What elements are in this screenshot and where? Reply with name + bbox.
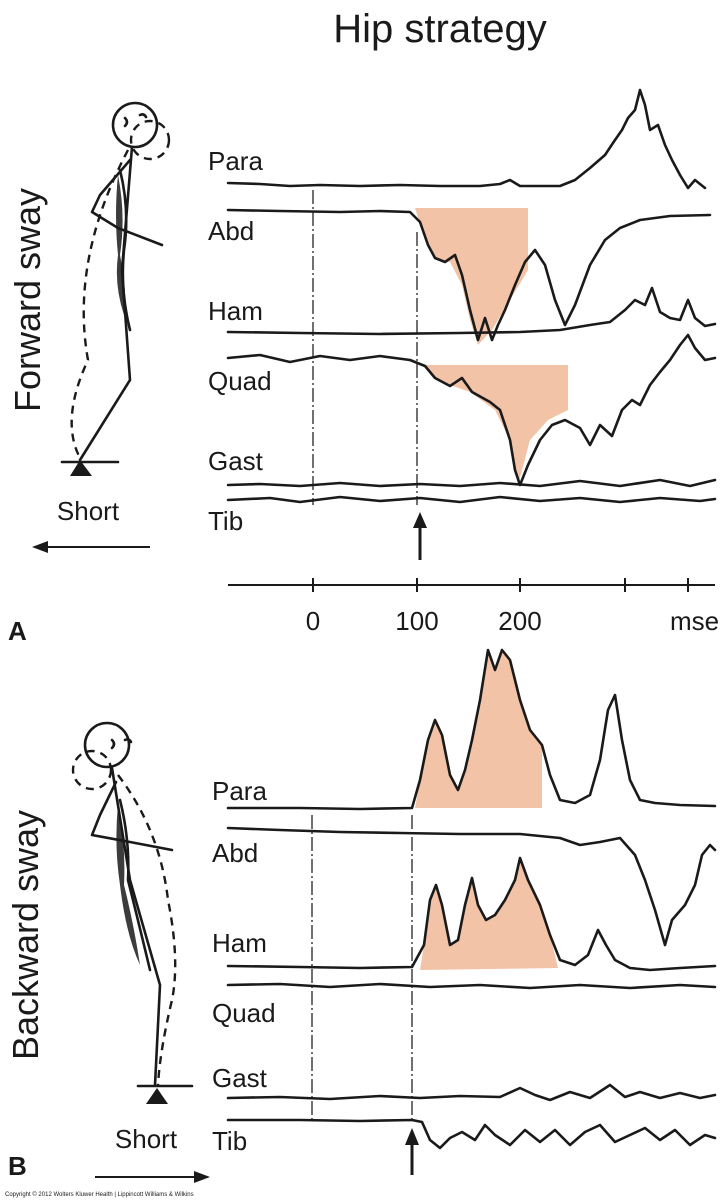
panel-b-ham-shading xyxy=(420,858,558,970)
panel-b-muscle-ham: Ham xyxy=(212,928,267,958)
panel-a-left-arrow-icon xyxy=(32,541,150,553)
panel-a-muscle-para: Para xyxy=(208,146,263,176)
panel-b-platform-label: Short xyxy=(115,1124,178,1154)
panel-b-para-shading xyxy=(415,650,542,808)
panel-b: Backward sway Short Para Abd Ham Quad Ga… xyxy=(5,648,717,1183)
panel-a-trace-para xyxy=(226,88,707,190)
panel-a-trace-quad xyxy=(226,333,717,487)
panel-a-time-axis xyxy=(228,578,715,592)
axis-unit: msec xyxy=(670,606,720,636)
panel-b-trace-abd xyxy=(226,826,717,947)
panel-a-muscle-abd: Abd xyxy=(208,216,254,246)
axis-tick-200: 200 xyxy=(498,606,541,636)
panel-b-platform-icon xyxy=(146,1088,168,1104)
panel-a-stick-figure xyxy=(60,101,171,476)
panel-a-trace-tib xyxy=(226,495,717,504)
panel-b-muscle-para: Para xyxy=(212,776,267,806)
panel-b-stick-figure xyxy=(71,721,194,1104)
panel-a-letter: A xyxy=(8,616,27,646)
panel-a-side-label: Forward sway xyxy=(7,188,48,412)
panel-b-trace-quad xyxy=(226,982,717,990)
panel-a-muscle-gast: Gast xyxy=(208,446,264,476)
panel-a-head-displaced xyxy=(129,119,171,161)
panel-b-side-label: Backward sway xyxy=(5,810,46,1060)
axis-tick-0: 0 xyxy=(306,606,320,636)
axis-tick-100: 100 xyxy=(395,606,438,636)
panel-a-muscle-tib: Tib xyxy=(208,506,243,536)
panel-a: Forward sway Short Para Abd Ham Quad Gas… xyxy=(7,88,720,646)
panel-a-trace-gast xyxy=(226,478,717,488)
panel-b-head xyxy=(83,721,131,769)
panel-a-muscle-ham: Ham xyxy=(208,296,263,326)
panel-a-trace-ham xyxy=(226,286,717,336)
figure-title: Hip strategy xyxy=(333,7,546,51)
panel-a-muscle-quad: Quad xyxy=(208,366,272,396)
copyright-footer: Copyright © 2012 Wolters Kluwer Health |… xyxy=(5,1191,194,1198)
panel-a-head xyxy=(111,101,159,149)
panel-b-stimulus-arrow-icon xyxy=(405,1128,419,1175)
panel-b-head-displaced xyxy=(71,749,113,791)
panel-b-trace-para xyxy=(226,648,717,811)
panel-a-platform-label: Short xyxy=(57,496,120,526)
panel-b-letter: B xyxy=(8,1151,27,1181)
panel-b-muscle-abd: Abd xyxy=(212,838,258,868)
panel-b-muscle-gast: Gast xyxy=(212,1063,268,1093)
panel-a-platform-icon xyxy=(70,460,92,476)
panel-a-quad-shading xyxy=(425,365,568,485)
panel-a-abd-shading xyxy=(415,208,528,345)
panel-b-right-arrow-icon xyxy=(95,1171,210,1183)
panel-b-trace-ham xyxy=(226,856,717,972)
panel-b-muscle-tib: Tib xyxy=(212,1126,247,1156)
panel-a-stimulus-arrow-icon xyxy=(413,512,427,560)
panel-b-trace-gast xyxy=(226,1083,717,1102)
panel-b-trace-tib xyxy=(226,1118,717,1150)
panel-b-muscle-quad: Quad xyxy=(212,998,276,1028)
